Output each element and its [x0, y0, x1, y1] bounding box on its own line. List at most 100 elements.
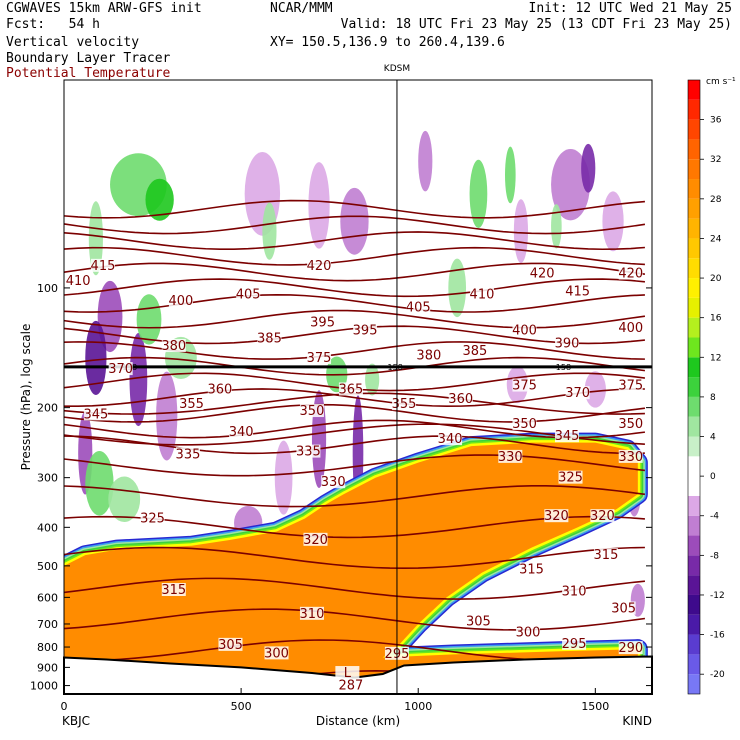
colorbar-bin-28 — [688, 119, 700, 140]
w-cell-21 — [108, 476, 141, 523]
theta-label-bg-60 — [335, 666, 360, 680]
x-endpoint-end: KIND — [622, 714, 652, 728]
theta-label-bg-34 — [618, 417, 643, 431]
colorbar-label-13: 32 — [710, 155, 721, 165]
theta-label-bg-26 — [83, 407, 108, 421]
colorbar-label-6: 4 — [710, 433, 716, 443]
colorbar-bin-2 — [688, 634, 700, 655]
y-tick-label-7: 800 — [37, 641, 58, 654]
w-cell-22 — [136, 294, 162, 345]
theta-contour-400 — [63, 262, 646, 282]
theta-label-bg-8 — [469, 287, 494, 301]
colorbar-label-3: -8 — [710, 551, 719, 561]
theta-label-bg-40 — [321, 475, 346, 489]
colorbar-bin-4 — [688, 594, 700, 615]
theta-label-8: 410 — [470, 288, 495, 303]
w-cell-4 — [262, 202, 277, 260]
theta-label-11: 420 — [618, 267, 643, 282]
w-cell-7 — [469, 159, 488, 228]
w-cell-31 — [584, 371, 606, 408]
w-cell-2 — [88, 201, 103, 276]
theta-contour-350 — [63, 419, 646, 439]
theta-label-bg-31 — [229, 424, 254, 438]
theta-label-9: 420 — [530, 267, 555, 282]
theta-label-bg-38 — [498, 449, 523, 463]
theta-label-13: 390 — [555, 337, 580, 352]
colorbar-bin-8 — [688, 515, 700, 536]
theta-contour-370 — [63, 356, 646, 376]
colorbar-bin-25 — [688, 179, 700, 199]
theta-label-bg-56 — [562, 636, 587, 650]
theta-label-24: 370 — [565, 386, 590, 401]
theta-label-bg-10 — [565, 284, 590, 298]
colorbar-bin-9 — [688, 495, 700, 516]
center-name: NCAR/MMM — [270, 1, 333, 16]
w-cell-29 — [365, 363, 380, 396]
theta-label-bg-20 — [108, 362, 133, 376]
theta-label-45: 320 — [590, 509, 615, 524]
w-cell-5 — [308, 162, 330, 249]
w-cell-14 — [602, 191, 624, 252]
theta-label-bg-30 — [448, 391, 473, 405]
theta-label-52: 305 — [611, 602, 636, 617]
theta-label-bg-7 — [406, 300, 431, 314]
theta-label-46: 315 — [594, 548, 619, 563]
theta-contour-330 — [63, 454, 646, 477]
colorbar-label-5: 0 — [710, 472, 716, 482]
theta-label-20: 370 — [108, 362, 133, 377]
colorbar-bin-1 — [688, 654, 700, 675]
x-endpoint-start: KBJC — [62, 714, 90, 728]
theta-contour-410 — [63, 231, 645, 251]
colorbar-bin-23 — [688, 218, 700, 239]
theta-label-bg-5 — [310, 315, 335, 329]
w-cell-13 — [513, 199, 529, 264]
theta-label-bg-41 — [558, 470, 583, 484]
theta-label-bg-22 — [338, 382, 363, 396]
theta-label-50: 310 — [300, 607, 325, 622]
theta-label-5: 395 — [310, 315, 335, 330]
colorbar-bin-30 — [688, 80, 700, 100]
theta-label-60: L — [344, 666, 352, 681]
colorbar-unit: cm s⁻¹ — [706, 77, 736, 87]
theta-label-bg-51 — [466, 614, 491, 628]
theta-label-bg-55 — [264, 646, 289, 660]
theta-label-54: 305 — [218, 638, 243, 653]
theta-label-bg-29 — [392, 397, 417, 411]
theta-label-53: 300 — [516, 625, 541, 640]
w-cell-11 — [551, 204, 562, 249]
y-axis-label: Pressure (hPa), log scale — [19, 324, 33, 471]
y-tick-label-6: 700 — [37, 618, 58, 631]
theta-label-26: 345 — [83, 407, 108, 422]
forecast-hour: Fcst: 54 h — [6, 17, 100, 32]
theta-label-34: 350 — [618, 417, 643, 432]
colorbar-bin-14 — [688, 396, 700, 417]
colorbar-bin-24 — [688, 198, 700, 219]
tropopause-label-1: 158 — [388, 363, 403, 372]
theta-label-48: 315 — [161, 583, 186, 598]
theta-label-31: 340 — [229, 425, 254, 440]
theta-label-39: 330 — [618, 450, 643, 465]
theta-label-bg-4 — [307, 258, 332, 272]
y-tick-label-5: 600 — [37, 591, 58, 604]
overlay-layer: 1581581584154104004054203953954054104204… — [63, 80, 653, 695]
colorbar-label-9: 16 — [710, 314, 722, 324]
theta-label-56: 295 — [562, 637, 587, 652]
theta-label-bg-2 — [168, 294, 193, 308]
theta-label-44: 320 — [544, 509, 569, 524]
theta-label-bg-9 — [530, 266, 555, 280]
theta-label-bg-18 — [416, 348, 441, 362]
colorbar-bin-20 — [688, 278, 700, 298]
theta-label-bg-3 — [236, 287, 261, 301]
theta-contour-305 — [63, 608, 646, 631]
w-cell-1 — [145, 178, 174, 221]
theta-label-bg-59 — [338, 678, 363, 692]
valid-time: Valid: 18 UTC Fri 23 May 25 (13 CDT Fri … — [340, 17, 732, 32]
colorbar-bin-15 — [688, 377, 700, 397]
w-cell-10 — [581, 143, 596, 193]
theta-label-7: 405 — [406, 300, 431, 315]
theta-contour-375 — [63, 341, 645, 360]
theta-label-12: 400 — [512, 324, 537, 339]
theta-label-40: 330 — [321, 475, 346, 490]
colorbar-bin-10 — [688, 476, 700, 496]
x-tick-label-2: 1000 — [404, 700, 432, 713]
